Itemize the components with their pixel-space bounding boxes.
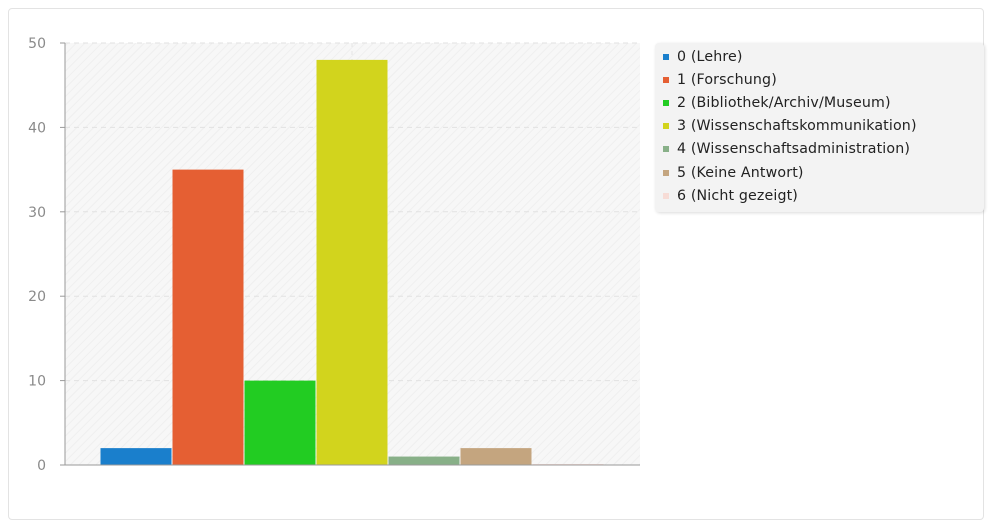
y-tick-label: 50: [28, 36, 46, 52]
legend-item[interactable]: 6 (Nicht gezeigt): [663, 184, 984, 207]
legend-label: 6 (Nicht gezeigt): [677, 187, 798, 204]
y-tick-label: 10: [28, 374, 46, 390]
legend-label: 3 (Wissenschaftskommunikation): [677, 118, 917, 135]
legend-swatch: [663, 192, 669, 199]
legend-swatch: [663, 76, 669, 83]
bar-1[interactable]: [172, 169, 244, 465]
legend-label: 1 (Forschung): [677, 71, 777, 88]
legend-swatch: [663, 99, 669, 106]
legend-item[interactable]: 3 (Wissenschaftskommunikation): [663, 115, 984, 138]
legend-label: 5 (Keine Antwort): [677, 164, 804, 181]
legend-swatch: [663, 123, 669, 130]
chart-legend: 0 (Lehre) 1 (Forschung) 2 (Bibliothek/Arch…: [655, 43, 984, 212]
bars-group: [100, 59, 604, 465]
legend-item[interactable]: 2 (Bibliothek/Archiv/Museum): [663, 91, 984, 114]
y-tick-label: 20: [28, 289, 46, 305]
bar-5[interactable]: [460, 448, 532, 465]
legend-swatch: [663, 53, 669, 60]
legend-item[interactable]: 4 (Wissenschaftsadministration): [663, 138, 984, 161]
y-tick-label: 40: [28, 120, 46, 136]
legend-item[interactable]: 1 (Forschung): [663, 68, 984, 91]
bar-2[interactable]: [244, 380, 316, 465]
legend-label: 4 (Wissenschaftsadministration): [677, 141, 911, 158]
legend-swatch: [663, 169, 669, 176]
legend-swatch: [663, 146, 669, 153]
y-axis-ticks: 0 10 20 30 40 50: [28, 36, 65, 474]
legend-item[interactable]: 0 (Lehre): [663, 45, 984, 68]
legend-item[interactable]: 5 (Keine Antwort): [663, 161, 984, 184]
y-tick-label: 0: [37, 458, 46, 474]
bar-3[interactable]: [316, 59, 388, 465]
legend-label: 2 (Bibliothek/Archiv/Museum): [677, 94, 891, 111]
legend-label: 0 (Lehre): [677, 48, 743, 65]
gridlines: [65, 42, 640, 382]
bar-4[interactable]: [388, 456, 460, 465]
y-tick-label: 30: [28, 205, 46, 221]
bar-0[interactable]: [100, 448, 172, 465]
